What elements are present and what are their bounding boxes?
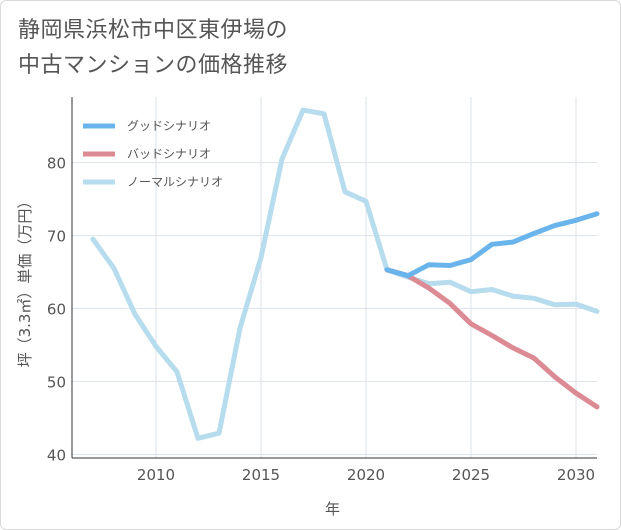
y-tick-label-40: 40: [47, 446, 66, 464]
y-tick-label-60: 60: [47, 300, 66, 318]
legend-label-2: ノーマルシナリオ: [127, 175, 223, 189]
chart-title-line-2: 中古マンションの価格推移: [18, 53, 289, 78]
series-lines: [90, 107, 600, 441]
x-axis-label: 年: [325, 500, 340, 518]
axes: 2010 2015 2020 2025 2030 40 50 60 70 80 年 坪（3.3㎡）単価…: [16, 97, 597, 518]
x-tick-label-2010: 2010: [137, 466, 175, 484]
chart-title: 静岡県浜松市中区東伊場の 中古マンションの価格推移: [18, 13, 288, 83]
x-tick-label-2020: 2020: [347, 466, 385, 484]
x-tick-label-2030: 2030: [557, 466, 595, 484]
y-tick-label-80: 80: [47, 155, 66, 173]
series-line-2: [90, 107, 600, 441]
y-axis-label: 坪（3.3㎡）単価（万円）: [16, 194, 34, 368]
chart-title-line-1: 静岡県浜松市中区東伊場の: [18, 18, 289, 43]
series-line-0: [384, 211, 600, 279]
y-tick-label-50: 50: [47, 373, 66, 391]
x-tick-label-2015: 2015: [242, 466, 280, 484]
y-tick-label-70: 70: [47, 228, 66, 246]
grid: [72, 97, 597, 458]
legend-label-1: バッドシナリオ: [127, 147, 211, 161]
x-tick-label-2025: 2025: [452, 466, 490, 484]
legend-label-0: グッドシナリオ: [127, 119, 211, 133]
series-line-1: [384, 267, 600, 410]
